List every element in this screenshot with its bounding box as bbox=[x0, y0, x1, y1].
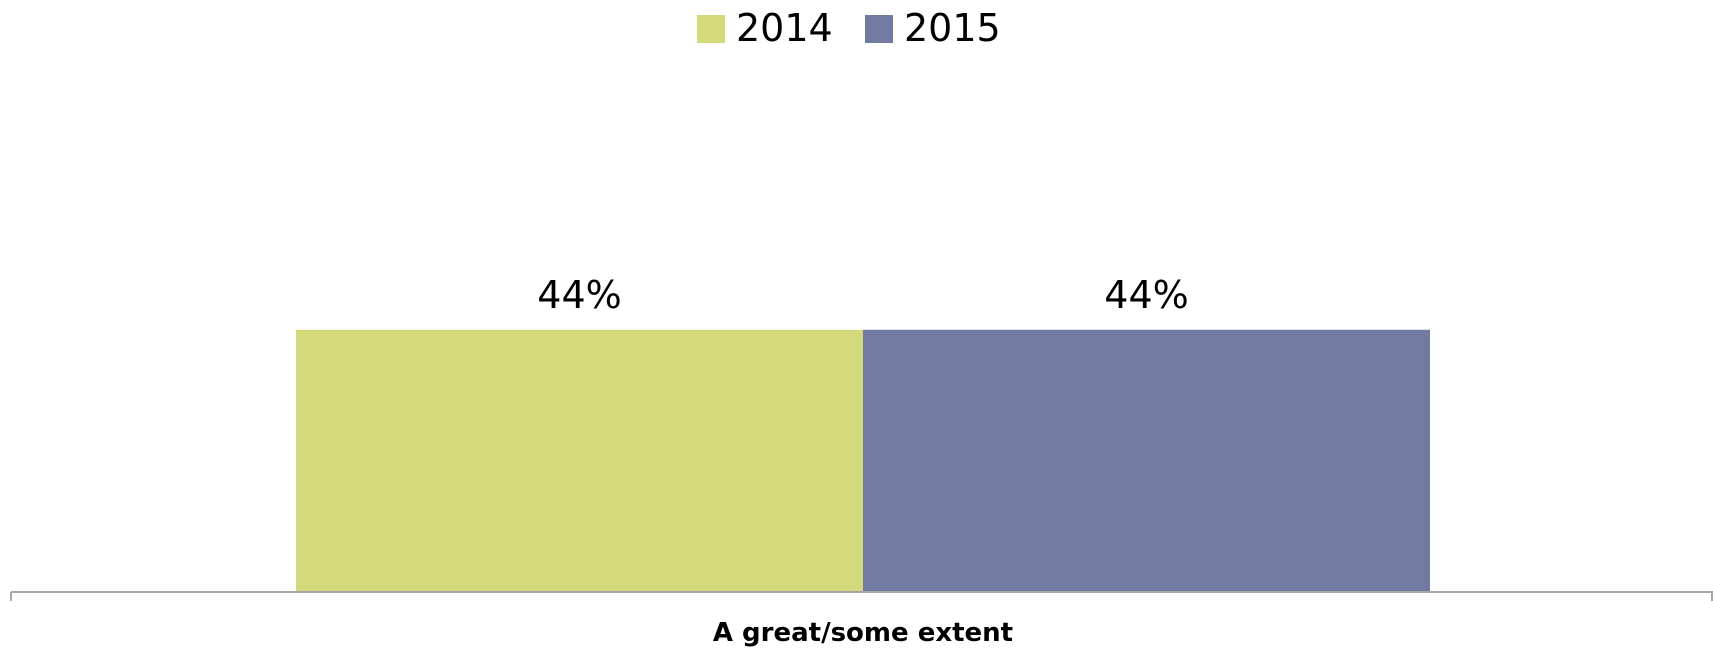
data-label-2014: 44% bbox=[537, 273, 621, 317]
bars-group: 44% 44% bbox=[296, 273, 1430, 591]
legend-swatch-2014 bbox=[697, 15, 725, 43]
bar-2015 bbox=[863, 329, 1430, 591]
x-axis: A great/some extent bbox=[10, 591, 1713, 648]
legend-label-2015: 2015 bbox=[904, 6, 1001, 50]
legend-label-2014: 2014 bbox=[736, 6, 833, 50]
legend-swatch-2015 bbox=[865, 15, 893, 43]
data-label-2015: 44% bbox=[1104, 273, 1188, 317]
bar-2014 bbox=[296, 329, 863, 591]
legend: 2014 2015 bbox=[697, 6, 1001, 50]
x-tick-label: A great/some extent bbox=[713, 618, 1013, 648]
